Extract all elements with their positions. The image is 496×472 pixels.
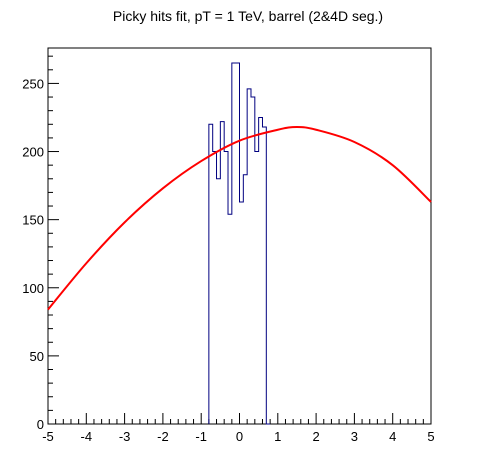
x-tick-label: 4 — [389, 429, 396, 444]
fit-line — [47, 126, 432, 311]
chart-title: Picky hits fit, pT = 1 TeV, barrel (2&4D… — [112, 8, 384, 24]
y-tick-label: 250 — [22, 76, 44, 91]
y-tick-label: 0 — [37, 417, 44, 432]
y-tick-label: 200 — [22, 145, 44, 160]
x-tick-label: 3 — [351, 429, 358, 444]
y-tick-label: 150 — [22, 213, 44, 228]
histogram — [208, 62, 271, 425]
x-tick-label: 0 — [236, 429, 243, 444]
x-tick-label: -4 — [81, 429, 93, 444]
y-tick-label: 50 — [30, 349, 44, 364]
x-tick-label: 5 — [427, 429, 434, 444]
fit-curve — [47, 126, 432, 311]
x-tick-label: -2 — [157, 429, 169, 444]
x-tick-label: 2 — [312, 429, 319, 444]
x-tick-label: -1 — [195, 429, 207, 444]
x-tick-label: -5 — [42, 429, 54, 444]
y-tick-label: 100 — [22, 281, 44, 296]
x-tick-label: 1 — [274, 429, 281, 444]
x-tick-label: -3 — [119, 429, 131, 444]
histogram-outline — [208, 62, 271, 425]
